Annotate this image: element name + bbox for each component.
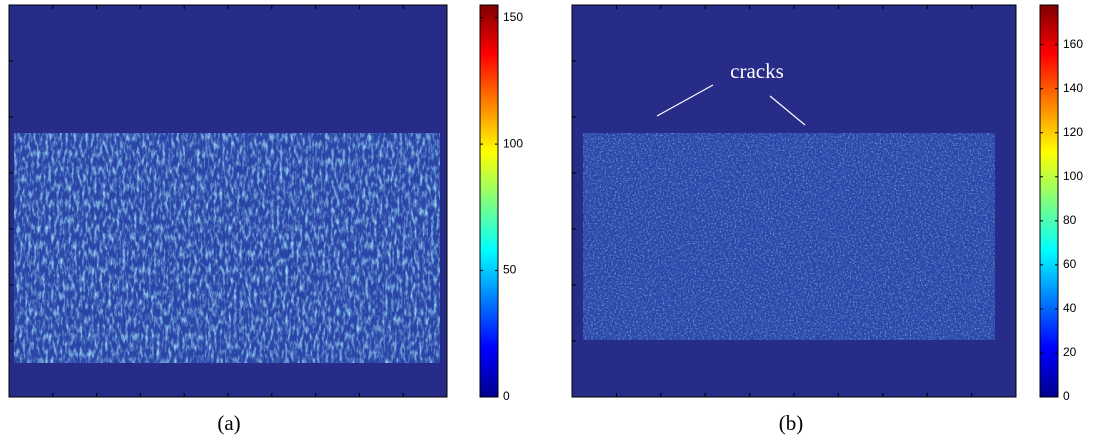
colorbar-tick-label: 140 — [1063, 81, 1083, 95]
colorbar-tick-label: 100 — [1063, 169, 1083, 183]
colorbar-tick-label: 120 — [1063, 125, 1083, 139]
annotation: cracks — [730, 59, 784, 83]
colorbar-tick-label: 100 — [503, 136, 523, 150]
colorbar-tick-label: 80 — [1063, 213, 1077, 227]
annotation-pointer — [656, 84, 714, 117]
colorbar-tick-label: 0 — [503, 389, 510, 403]
colorbar — [479, 4, 499, 398]
annotation-pointer — [769, 95, 806, 126]
heatmap-texture — [14, 133, 440, 363]
colorbar-tick-label: 40 — [1063, 301, 1077, 315]
colorbar-tick-label: 160 — [1063, 37, 1083, 51]
colorbar-tick-label: 0 — [1063, 389, 1070, 403]
colorbar-tick-label: 20 — [1063, 345, 1077, 359]
colorbar — [1039, 4, 1059, 398]
caption: (a) — [217, 411, 240, 435]
colorbar-tick-label: 60 — [1063, 257, 1077, 271]
colorbar-tick-label: 50 — [503, 263, 517, 277]
heatmap-texture — [583, 133, 995, 340]
caption: (b) — [779, 411, 804, 435]
colorbar-tick-label: 150 — [503, 10, 523, 24]
